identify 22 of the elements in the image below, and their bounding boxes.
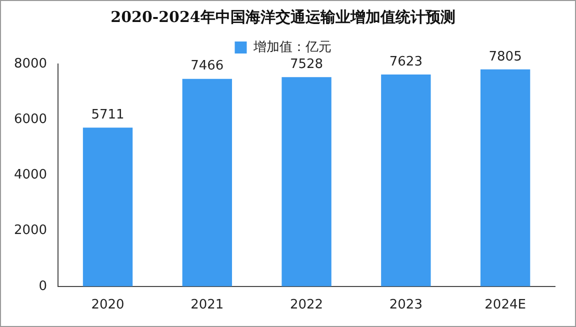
data-label: 7466 xyxy=(190,58,224,74)
data-label: 7528 xyxy=(290,56,324,72)
x-tick-label: 2020 xyxy=(91,298,124,313)
bar xyxy=(82,128,133,286)
data-label: 5711 xyxy=(91,108,124,123)
bar xyxy=(182,78,232,286)
x-tick-label: 2021 xyxy=(190,298,224,313)
y-tick-label: 2000 xyxy=(14,223,48,238)
bar xyxy=(381,74,431,286)
chart-title: 2020-2024年中国海洋交通运输业增加值统计预测 xyxy=(110,8,456,26)
bar xyxy=(480,69,530,286)
y-tick-label: 0 xyxy=(38,278,48,294)
y-tick-label: 4000 xyxy=(14,168,48,183)
legend-label: 增加值：亿元 xyxy=(252,40,332,55)
x-tick-label: 2024E xyxy=(484,298,526,313)
bar xyxy=(282,77,332,286)
data-label: 7623 xyxy=(389,54,422,70)
data-label: 7805 xyxy=(488,49,522,64)
x-tick-label: 2023 xyxy=(389,298,422,313)
y-tick-label: 6000 xyxy=(14,112,48,127)
y-tick-label: 8000 xyxy=(14,56,48,72)
x-tick-label: 2022 xyxy=(290,298,324,313)
